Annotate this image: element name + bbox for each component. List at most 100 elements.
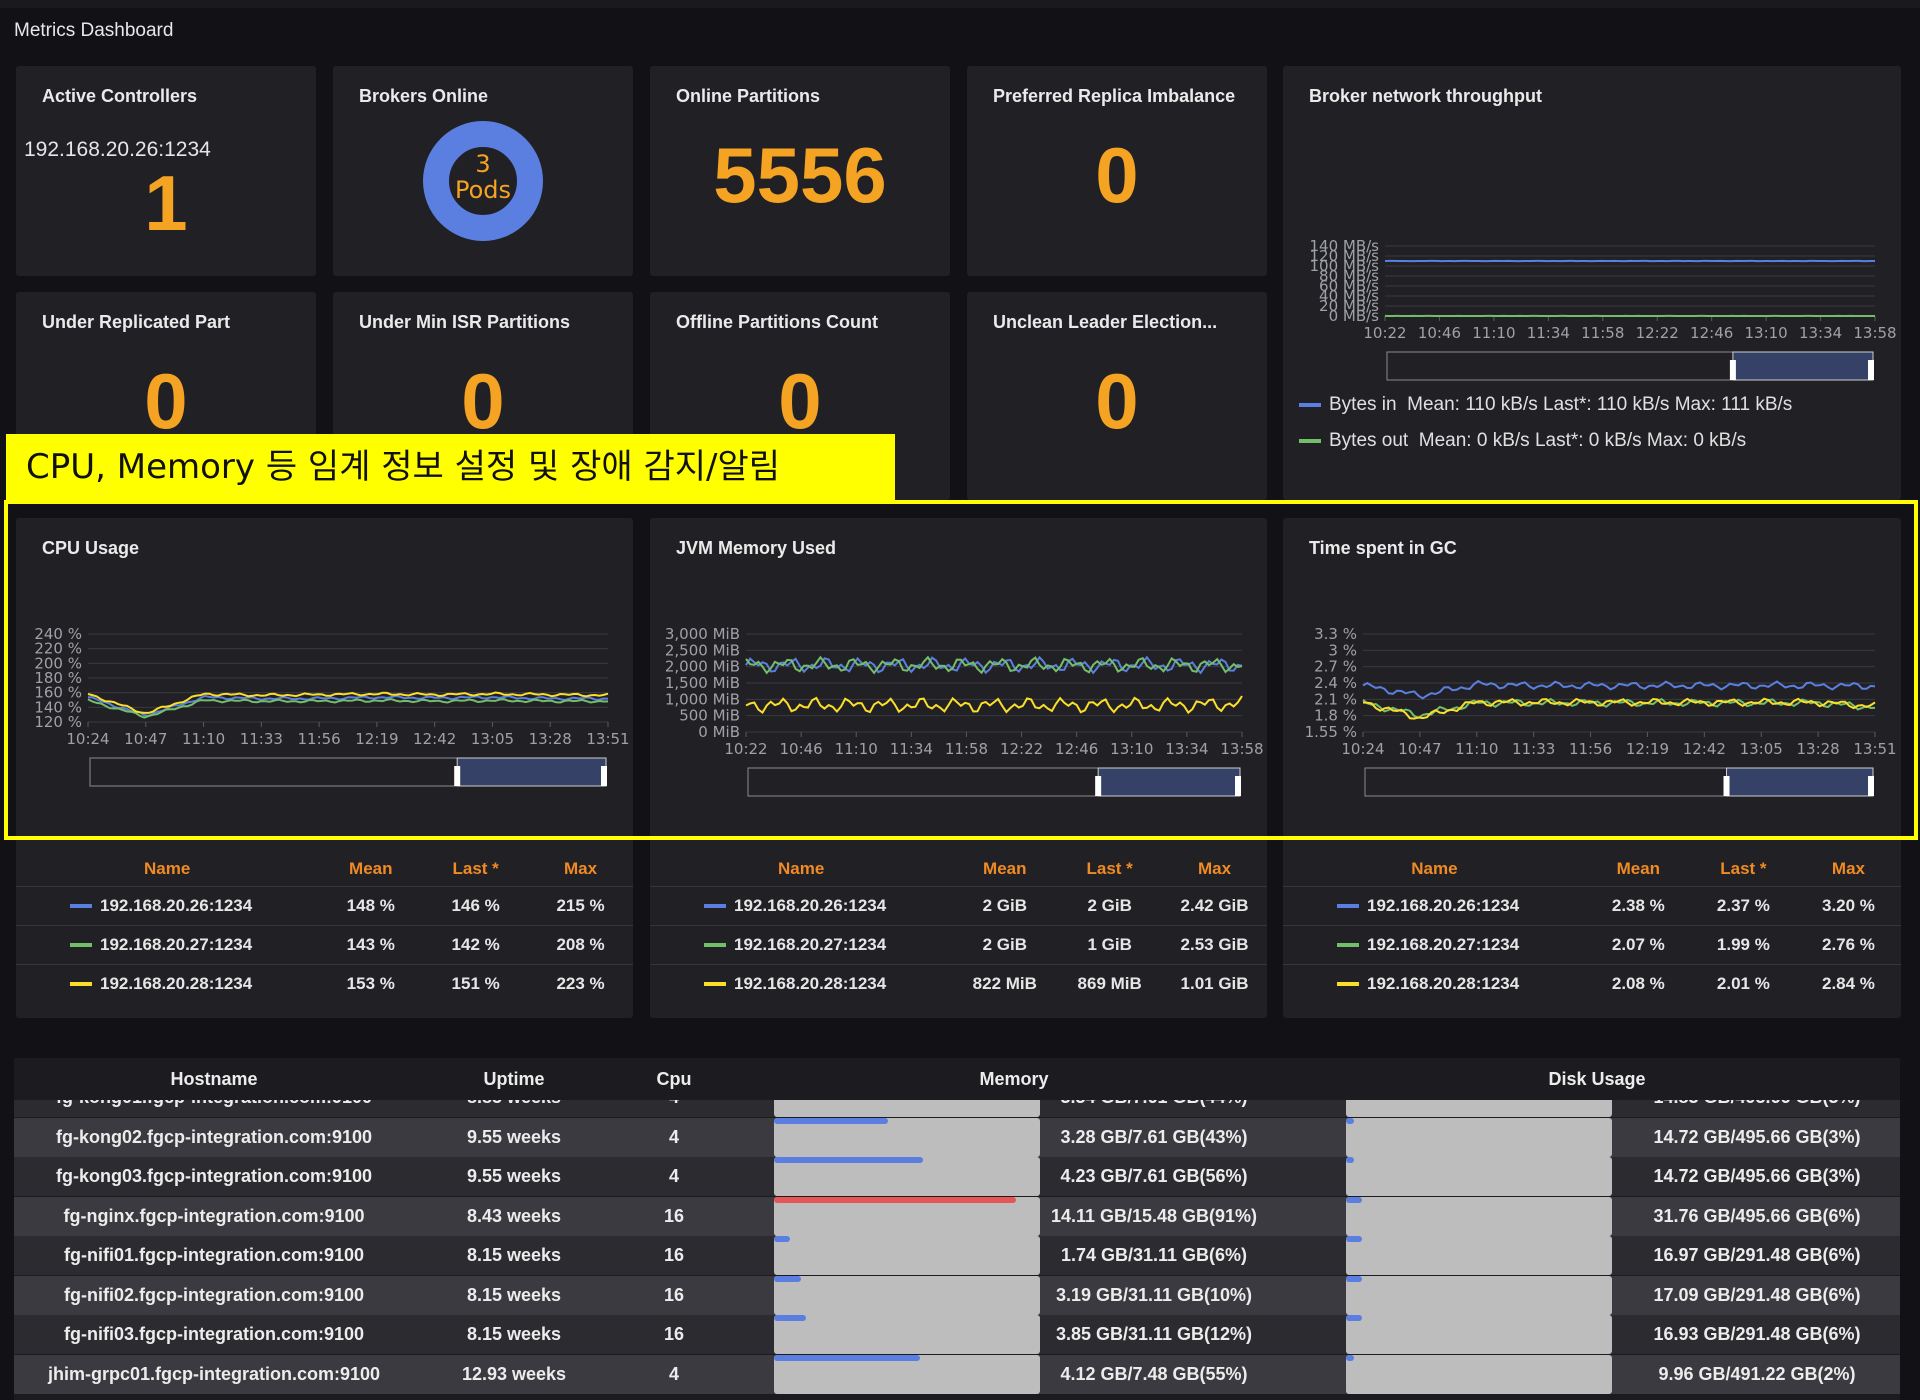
- x-tick-label: 13:28: [1796, 740, 1839, 758]
- x-tick-label: 11:33: [240, 730, 283, 748]
- panel-title: JVM Memory Used: [676, 538, 837, 558]
- host-cpu: 16: [663, 1205, 685, 1226]
- col-cpu[interactable]: Cpu: [656, 1069, 692, 1089]
- host-row[interactable]: fg-kong03.fgcp-integration.com:9100 9.55 …: [14, 1157, 1900, 1196]
- legend-row[interactable]: 192.168.20.26:1234 2 GiB 2 GiB 2.42 GiB: [650, 885, 1267, 925]
- host-row[interactable]: fg-nifi03.fgcp-integration.com:9100 8.15 …: [14, 1315, 1900, 1354]
- col-hostname[interactable]: Hostname: [170, 1069, 258, 1089]
- col-header[interactable]: Mean: [349, 858, 393, 878]
- y-tick-label: 160 %: [34, 684, 82, 702]
- col-memory[interactable]: Memory: [979, 1069, 1049, 1089]
- col-uptime[interactable]: Uptime: [483, 1069, 545, 1089]
- panel-title: Broker network throughput: [1309, 86, 1542, 106]
- col-header[interactable]: Name: [1411, 858, 1458, 878]
- disk-bar: [1346, 1117, 1612, 1157]
- legend-bytes-out[interactable]: Bytes out Mean: 0 kB/s Last*: 0 kB/s Max…: [1299, 430, 1746, 452]
- x-tick-label: 10:47: [124, 730, 167, 748]
- legend-row[interactable]: 192.168.20.27:1234 2.07 % 1.99 % 2.76 %: [1283, 924, 1901, 964]
- x-tick-label: 12:42: [413, 730, 456, 748]
- cpu-legend-table: Name Mean Last * Max 192.168.20.26:1234 148 %…: [16, 852, 633, 1003]
- legend-row[interactable]: 192.168.20.26:1234 148 % 146 % 215 %: [16, 885, 633, 925]
- x-tick-label: 12:19: [355, 730, 398, 748]
- col-header[interactable]: Mean: [1616, 858, 1661, 878]
- host-row[interactable]: jhim-grpc01.fgcp-integration.com:9100 12.…: [14, 1354, 1900, 1394]
- range-handle-right[interactable]: [1868, 776, 1874, 796]
- memory-bar: [774, 1157, 1040, 1196]
- host-cpu: 16: [663, 1245, 685, 1265]
- host-cpu: 4: [668, 1166, 679, 1186]
- y-tick-label: 200 %: [34, 654, 82, 672]
- range-handle-left[interactable]: [1729, 360, 1736, 380]
- x-tick-label: 10:22: [724, 740, 767, 758]
- col-header[interactable]: Last *: [1086, 858, 1133, 878]
- legend-row[interactable]: 192.168.20.26:1234 2.38 % 2.37 % 3.20 %: [1283, 885, 1901, 925]
- host-row[interactable]: fg-kong02.fgcp-integration.com:9100 9.55 …: [14, 1117, 1900, 1157]
- series-stat: 1 GiB: [1057, 924, 1163, 964]
- memory-bar: [774, 1196, 1040, 1236]
- host-uptime: 8.15 weeks: [466, 1324, 562, 1344]
- host-row[interactable]: fg-nifi01.fgcp-integration.com:9100 8.15 …: [14, 1236, 1900, 1275]
- legend-row[interactable]: 192.168.20.28:1234 2.08 % 2.01 % 2.84 %: [1283, 963, 1901, 1003]
- host-memory-text: 3.85 GB/31.11 GB(12%): [1055, 1324, 1253, 1344]
- host-table: Hostname Uptime Cpu Memory Disk Usage fg…: [14, 1058, 1900, 1400]
- cpu-usage-panel[interactable]: CPU Usage 120 % 140 % 160 % 180 % 200 % 220 %…: [16, 518, 633, 1018]
- col-header[interactable]: Name: [778, 858, 825, 878]
- y-tick-label: 0 MB/s: [1329, 307, 1380, 325]
- x-tick-label: 10:47: [1398, 740, 1441, 758]
- series-name: 192.168.20.26:1234: [16, 885, 319, 925]
- range-handle-left[interactable]: [1095, 776, 1102, 796]
- col-header[interactable]: Max: [1831, 858, 1865, 878]
- x-tick-label: 11:33: [1512, 740, 1555, 758]
- memory-bar: [774, 1117, 1040, 1157]
- col-header[interactable]: Name: [144, 858, 191, 878]
- col-header[interactable]: Max: [564, 858, 598, 878]
- host-row[interactable]: fg-nifi02.fgcp-integration.com:9100 8.15 …: [14, 1275, 1900, 1315]
- col-header[interactable]: Last *: [452, 858, 499, 878]
- annotation-banner: CPU, Memory 등 임계 정보 설정 및 장애 감지/알림: [6, 434, 895, 500]
- host-row[interactable]: fg-nginx.fgcp-integration.com:9100 8.43 w…: [14, 1196, 1900, 1236]
- range-selection: [1732, 351, 1874, 381]
- col-header[interactable]: Mean: [983, 858, 1027, 878]
- legend-row[interactable]: 192.168.20.28:1234 822 MiB 869 MiB 1.01 GiB: [650, 963, 1267, 1003]
- x-tick-label: 13:51: [586, 730, 629, 748]
- host-host: fg-nifi03.fgcp-integration.com:9100: [63, 1324, 365, 1344]
- x-tick-label: 13:58: [1853, 324, 1896, 342]
- series-stat: 869 MiB: [1057, 963, 1163, 1003]
- memory-bar: [774, 1354, 1040, 1394]
- range-handle-right[interactable]: [601, 766, 607, 786]
- panel-title: Preferred Replica Imbalance: [993, 86, 1236, 106]
- col-disk[interactable]: Disk Usage: [1548, 1069, 1646, 1089]
- range-handle-left[interactable]: [1723, 776, 1730, 796]
- legend-row[interactable]: 192.168.20.28:1234 153 % 151 % 223 %: [16, 963, 633, 1003]
- online-partitions-panel[interactable]: Online Partitions 5556: [650, 66, 950, 276]
- y-tick-label: 220 %: [34, 640, 82, 658]
- x-tick-label: 10:24: [1341, 740, 1384, 758]
- dashboard-title: Metrics Dashboard: [14, 20, 174, 41]
- legend-bytes-in[interactable]: Bytes in Mean: 110 kB/s Last*: 110 kB/s …: [1299, 394, 1792, 416]
- disk-bar-fill: [1346, 1275, 1362, 1282]
- col-header[interactable]: Last *: [1720, 858, 1767, 878]
- legend-row[interactable]: 192.168.20.27:1234 2 GiB 1 GiB 2.53 GiB: [650, 924, 1267, 964]
- active-controllers-panel[interactable]: Active Controllers 192.168.20.26:1234 1: [16, 66, 316, 276]
- preferred-replica-panel[interactable]: Preferred Replica Imbalance 0: [967, 66, 1267, 276]
- network-throughput-panel[interactable]: Broker network throughput 0 MB/s 20 MB/s 4…: [1283, 66, 1901, 500]
- col-header[interactable]: Max: [1198, 858, 1232, 878]
- y-tick-label: 3 %: [1328, 641, 1357, 659]
- x-tick-label: 11:10: [1472, 324, 1515, 342]
- host-cpu: 16: [663, 1324, 685, 1344]
- jvm-memory-panel[interactable]: JVM Memory Used 0 MiB 500 MiB 1,000 MiB 1,5…: [650, 518, 1267, 1018]
- unclean-leader-panel[interactable]: Unclean Leader Election... 0: [967, 292, 1267, 500]
- brokers-online-panel[interactable]: Brokers Online 3 Pods: [333, 66, 633, 276]
- range-handle-right[interactable]: [1868, 360, 1874, 380]
- series-stat: 2.76 %: [1795, 924, 1901, 964]
- x-tick-label: 10:46: [1418, 324, 1461, 342]
- legend-row[interactable]: 192.168.20.27:1234 143 % 142 % 208 %: [16, 924, 633, 964]
- range-handle-right[interactable]: [1235, 776, 1241, 796]
- x-tick-label: 13:28: [529, 730, 572, 748]
- gc-time-panel[interactable]: Time spent in GC 1.55 % 1.8 % 2.1 % 2.4 % 2.…: [1283, 518, 1901, 1018]
- legend-swatch: [704, 943, 726, 948]
- range-handle-left[interactable]: [454, 766, 461, 786]
- y-tick-label: 2,000 MiB: [665, 658, 740, 676]
